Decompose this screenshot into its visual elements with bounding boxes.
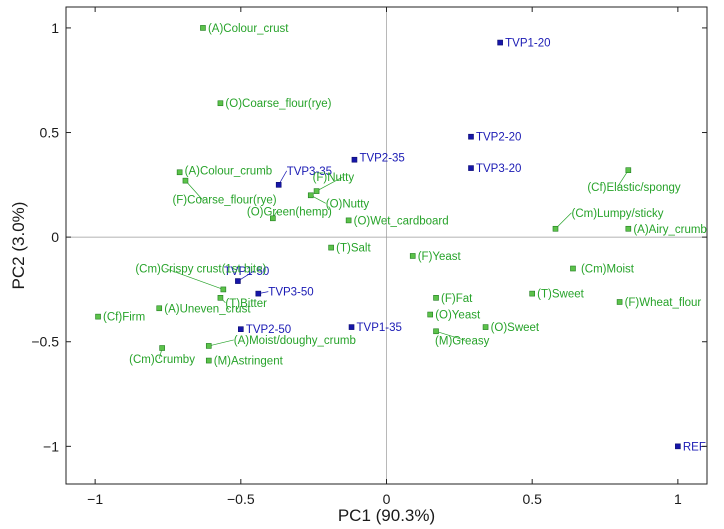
point-labels: TVP1-20 TVP2-20 TVP3-20 TVP2-35 TVP3-35 TVP1-… [103, 23, 707, 453]
label-tvp1-20: TVP1-20 [505, 38, 550, 50]
leader-cf-elastic-spongy [617, 169, 629, 188]
y-tick-label: −1 [43, 438, 59, 454]
point-cm-lumpy-sticky [552, 225, 559, 232]
label-m-astringent: (M)Astringent [214, 356, 284, 368]
point-tvp3-50 [255, 290, 262, 297]
label-tvp3-20: TVP3-20 [476, 163, 521, 175]
point-t-bitter [217, 295, 224, 301]
label-f-yeast: (F)Yeast [418, 251, 462, 263]
label-cf-firm: (Cf)Firm [103, 312, 145, 324]
leader-f-nutty [316, 176, 343, 192]
label-cf-elastic-spongy: (Cf)Elastic/spongy [587, 182, 681, 194]
point-t-salt [328, 244, 334, 251]
point-cm-moist [570, 265, 576, 272]
y-tick-label: 0.5 [40, 125, 60, 141]
label-tvp2-20: TVP2-20 [476, 132, 521, 144]
x-tick-label: 1 [674, 491, 682, 507]
point-f-coarse-flour-rye [182, 177, 189, 184]
point-a-moist-doughy-crumb [205, 343, 212, 349]
point-cm-crispy-crust-1st-bite [220, 286, 227, 293]
label-tvp3-35: TVP3-35 [287, 166, 332, 178]
x-axis-ticks: −1 −0.5 0 0.5 1 [87, 7, 682, 507]
label-a-colour-crust: (A)Colour_crust [208, 23, 289, 35]
y-axis-title: PC2 (3.0%) [9, 202, 28, 290]
leader-a-moist-doughy-crumb [208, 339, 234, 347]
label-o-green-hemp: (O)Green(hemp) [247, 206, 332, 218]
label-ref: REF [683, 441, 706, 453]
label-f-coarse-flour-rye: (F)Coarse_flour(rye) [172, 195, 276, 207]
label-o-wet-cardboard: (O)Wet_cardboard [354, 215, 449, 227]
label-a-uneven-crust: (A)Uneven_crust [164, 303, 251, 315]
label-o-sweet: (O)Sweet [491, 322, 540, 334]
point-tvp3-35 [275, 182, 282, 188]
point-t-sweet [529, 290, 535, 297]
point-cf-firm [95, 313, 101, 320]
label-cm-lumpy-sticky: (Cm)Lumpy/sticky [571, 208, 663, 220]
point-a-colour-crumb [176, 169, 183, 176]
y-tick-label: −0.5 [31, 334, 59, 350]
label-tvp1-35: TVP1-35 [357, 322, 402, 334]
label-cm-moist: (Cm)Moist [581, 264, 635, 276]
point-tvp3-20 [468, 165, 474, 171]
label-cm-crispy-crust-1st-bite: (Cm)Crispy crust(1st bite) [135, 263, 266, 275]
label-f-nutty: (F)Nutty [313, 172, 355, 184]
point-f-nutty [313, 188, 320, 194]
y-axis-ticks: −1 −0.5 0 0.5 1 [31, 20, 707, 454]
point-o-green-hemp [270, 215, 276, 222]
point-f-wheat-flour [616, 299, 623, 305]
label-t-bitter: (T)Bitter [225, 298, 267, 310]
point-tvp1-50 [235, 278, 241, 284]
point-tvp2-35 [351, 156, 358, 163]
label-cm-crumby: (Cm)Crumby [129, 354, 195, 366]
x-tick-label: 0 [383, 491, 391, 507]
label-m-greasy: (M)Greasy [435, 335, 490, 347]
label-a-moist-doughy-crumb: (A)Moist/doughy_crumb [234, 335, 356, 347]
point-o-yeast [427, 311, 434, 318]
point-o-coarse-flour-rye [217, 100, 224, 107]
label-a-colour-crumb: (A)Colour_crumb [185, 165, 273, 177]
x-axis-title: PC1 (90.3%) [338, 506, 435, 525]
point-tvp2-20 [468, 133, 474, 140]
point-a-airy-crumb [625, 225, 632, 232]
label-t-sweet: (T)Sweet [537, 289, 584, 301]
label-tvp2-35: TVP2-35 [359, 153, 404, 165]
label-o-coarse-flour-rye: (O)Coarse_flour(rye) [225, 98, 331, 110]
y-tick-label: 1 [51, 20, 59, 36]
x-tick-label: 0.5 [522, 491, 542, 507]
point-cf-elastic-spongy [625, 167, 632, 173]
point-tvp1-20 [497, 39, 503, 46]
point-a-colour-crust [200, 25, 206, 31]
zero-lines [66, 7, 707, 484]
point-m-greasy [433, 328, 439, 335]
point-o-wet-cardboard [345, 217, 352, 224]
leader-f-coarse-flour-rye [185, 180, 203, 200]
label-a-airy-crumb: (A)Airy_crumb [633, 224, 706, 236]
point-a-uneven-crust [156, 305, 163, 312]
data-points [95, 25, 681, 450]
label-f-wheat-flour: (F)Wheat_flour [625, 297, 702, 309]
label-t-salt: (T)Salt [336, 243, 371, 255]
leader-m-greasy [435, 330, 466, 341]
point-f-fat [433, 295, 439, 301]
point-o-sweet [482, 324, 489, 330]
label-tvp2-50: TVP2-50 [246, 324, 291, 336]
leader-cm-crispy-crust-1st-bite [165, 268, 224, 290]
point-f-yeast [409, 253, 416, 259]
x-tick-label: −1 [87, 491, 103, 507]
y-tick-label: 0 [51, 229, 59, 245]
point-ref [675, 443, 681, 450]
x-tick-label: −0.5 [227, 491, 255, 507]
label-f-fat: (F)Fat [441, 293, 473, 305]
point-tvp1-35 [348, 324, 355, 330]
point-tvp2-50 [238, 326, 244, 332]
point-o-nutty [307, 192, 314, 199]
label-tvp3-50: TVP3-50 [268, 287, 313, 299]
point-m-astringent [205, 357, 212, 364]
label-tvp1-50: TVP1-50 [224, 266, 269, 278]
label-o-nutty: (O)Nutty [326, 198, 370, 210]
point-cm-crumby [159, 345, 165, 351]
label-o-yeast: (O)Yeast [435, 310, 481, 322]
